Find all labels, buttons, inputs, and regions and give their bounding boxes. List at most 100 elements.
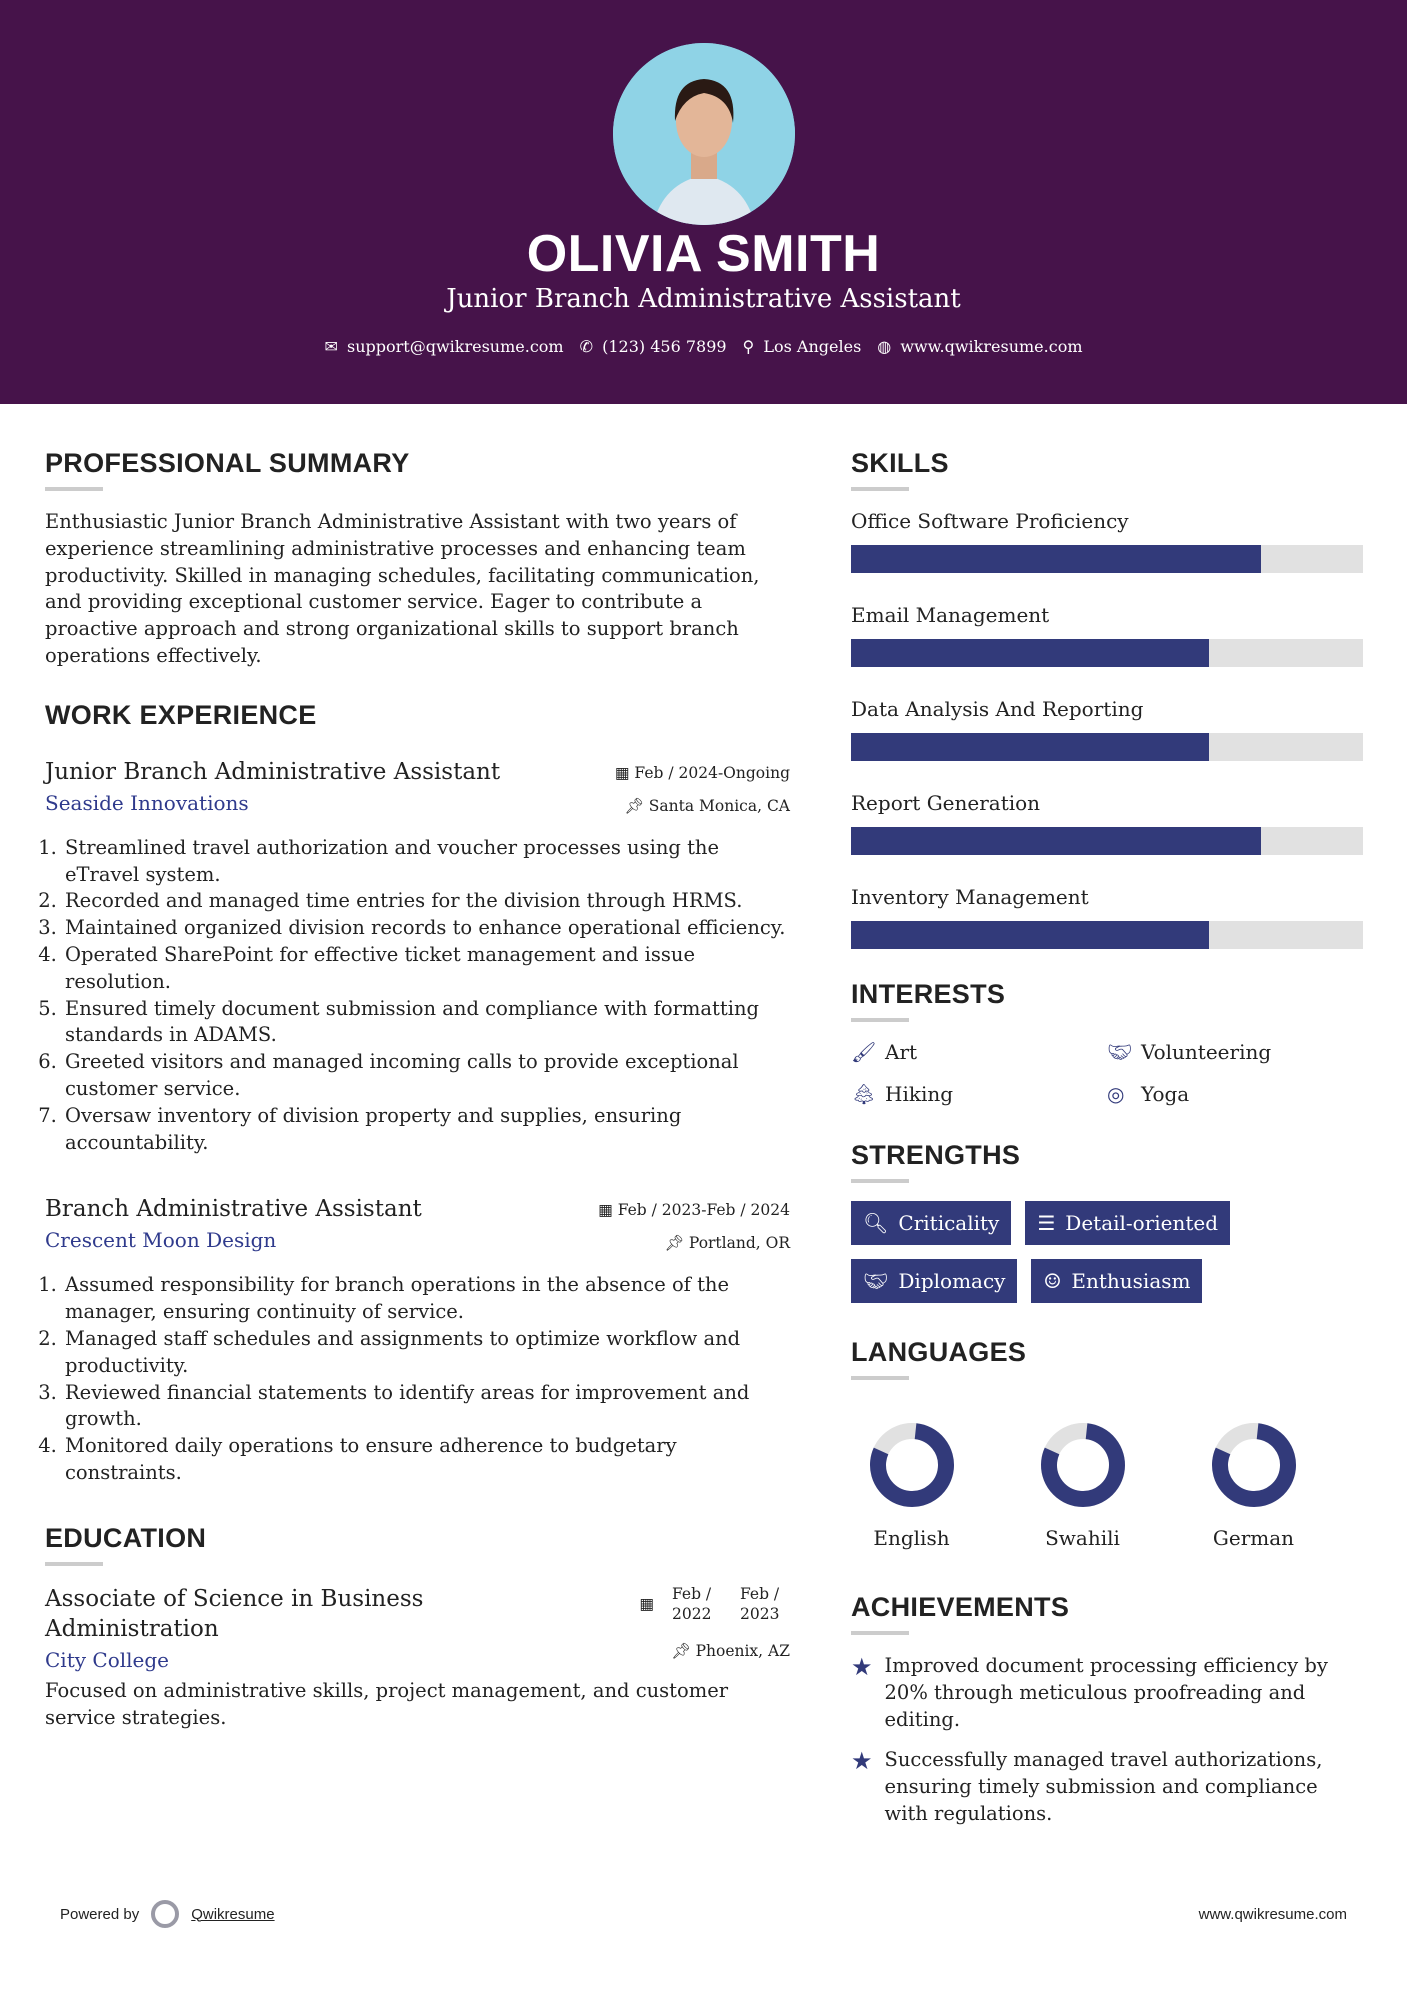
section-heading: EDUCATION [45,1522,207,1553]
globe-icon: ◍ [877,337,892,356]
calendar-icon: ▦ [614,763,630,782]
achievement-item: ★ Improved document processing efficiency… [851,1653,1363,1733]
skill-name: Email Management [851,603,1050,627]
language-item: Swahili [1040,1422,1125,1550]
section-heading: LANGUAGES [851,1337,1027,1367]
job-bullet: Oversaw inventory of division property a… [63,1103,790,1157]
summary-text: Enthusiastic Junior Branch Administrativ… [45,510,760,667]
job-bullets: Streamlined travel authorization and vou… [63,835,790,1157]
calendar-icon: ▦ [598,1201,613,1220]
heading-underline [851,1376,909,1380]
interest-name: Art [885,1040,918,1064]
achievement-item: ★ Successfully managed travel authorizati… [851,1747,1363,1827]
job-bullet: Managed staff schedules and assignments … [63,1326,790,1380]
strengths-section: STRENGTHS 🔍︎ Criticality ☰ Detail-oriented 🤝… [851,1140,1363,1303]
section-heading: INTERESTS [851,979,1006,1009]
job-bullets: Assumed responsibility for branch operat… [63,1272,790,1486]
footer: Powered by Qwikresume www.qwikresume.com [60,1900,1347,1928]
contact-bar: ✉ support@qwikresume.com ✆ (123) 456 789… [0,337,1407,356]
pin-icon: 📌︎ [670,1641,691,1660]
achievements-section: ACHIEVEMENTS ★ Improved document processi… [851,1592,1363,1828]
education-start: Feb / 2022 [672,1584,712,1623]
skill-bar [851,545,1363,573]
skill-item: Inventory Management [851,885,1363,949]
map-pin-icon: ⚲ [742,337,755,356]
work-section: WORK EXPERIENCE Junior Branch Administra… [45,700,790,1487]
skills-section: SKILLS Office Software Proficiency Email … [851,448,1363,949]
job-dates: Feb / 2023-Feb / 2024 [617,1201,790,1220]
location-text: Los Angeles [763,337,862,356]
job-bullet: Monitored daily operations to ensure adh… [63,1433,790,1487]
powered-by-text: Powered by [60,1905,140,1923]
strength-tag: ☰ Detail-oriented [1025,1201,1231,1245]
job-title: Branch Administrative Assistant [45,1196,422,1223]
star-icon: ★ [851,1747,873,1776]
brand-link[interactable]: Qwikresume [191,1905,275,1923]
education-description: Focused on administrative skills, projec… [45,1678,729,1729]
section-heading: PROFESSIONAL SUMMARY [45,448,410,478]
heading-underline [851,1631,909,1635]
phone-text: (123) 456 7899 [602,337,727,356]
job-entry: Junior Branch Administrative Assistant S… [45,757,790,1157]
strength-name: Enthusiasm [1071,1269,1191,1293]
right-column: SKILLS Office Software Proficiency Email … [851,448,1363,1842]
language-name: German [1212,1526,1295,1550]
qwikresume-logo-icon [151,1900,180,1928]
interest-name: Hiking [885,1082,954,1106]
heading-underline [851,487,909,491]
job-bullet: Maintained organized division records to… [63,915,790,942]
job-bullet: Ensured timely document submission and c… [63,996,790,1050]
calendar-icon: ▦ [639,1594,654,1613]
heading-underline [851,1179,909,1183]
education-section: EDUCATION Associate of Science in Busine… [45,1523,790,1732]
lifering-icon: ◎ [1107,1082,1125,1106]
education-location: Phoenix, AZ [695,1641,790,1660]
language-donut [1212,1423,1296,1507]
job-title: Junior Branch Administrative Assistant [45,758,501,785]
interest-item: 🌲︎ Hiking [851,1082,1107,1106]
language-donut [1041,1423,1125,1507]
language-donut [870,1423,954,1507]
interest-name: Yoga [1141,1082,1190,1106]
tree-icon: 🌲︎ [851,1082,877,1106]
heading-underline [45,1561,103,1566]
resume-header: OLIVIA SMITH Junior Branch Administrativ… [0,0,1407,404]
skill-item: Report Generation [851,791,1363,855]
profile-photo [613,43,795,225]
skill-bar-fill [851,639,1210,667]
strength-tag: 🔍︎ Criticality [851,1201,1012,1245]
skill-item: Email Management [851,603,1363,667]
languages-section: LANGUAGES English Swahili German [851,1337,1363,1550]
company-name: Seaside Innovations [45,790,249,815]
skill-bar-fill [851,733,1210,761]
strength-name: Detail-oriented [1065,1211,1219,1235]
job-bullet: Streamlined travel authorization and vou… [63,835,790,889]
section-heading: SKILLS [851,448,949,478]
skill-bar-fill [851,827,1261,855]
heading-underline [45,487,103,491]
list-icon: ☰ [1037,1211,1056,1235]
pin-icon: 📌︎ [624,796,644,815]
interest-item: ◎ Yoga [1107,1082,1363,1106]
job-bullet: Reviewed financial statements to identif… [63,1380,790,1434]
candidate-name: OLIVIA SMITH [526,225,881,283]
school-name: City College [45,1647,170,1672]
job-dates: Feb / 2024-Ongoing [634,763,790,782]
skill-item: Data Analysis And Reporting [851,697,1363,761]
interest-item: 🤝︎ Volunteering [1107,1040,1363,1064]
footer-website[interactable]: www.qwikresume.com [1198,1905,1347,1923]
interests-section: INTERESTS 🖌︎ Art 🤝︎ Volunteering 🌲︎ Hiking ◎ Yo… [851,979,1363,1106]
skill-item: Office Software Proficiency [851,509,1363,573]
skill-bar [851,921,1363,949]
summary-section: PROFESSIONAL SUMMARY Enthusiastic Junior… [45,448,790,670]
interest-item: 🖌︎ Art [851,1040,1107,1064]
job-bullet: Greeted visitors and managed incoming ca… [63,1049,790,1103]
email-link[interactable]: support@qwikresume.com [347,337,564,356]
handshake-icon: 🤝︎ [863,1269,889,1293]
skill-bar [851,827,1363,855]
website-link[interactable]: www.qwikresume.com [900,337,1083,356]
education-end: Feb / 2023 [740,1584,780,1623]
skill-name: Data Analysis And Reporting [851,697,1144,721]
skill-bar [851,733,1363,761]
strength-name: Diplomacy [898,1269,1006,1293]
